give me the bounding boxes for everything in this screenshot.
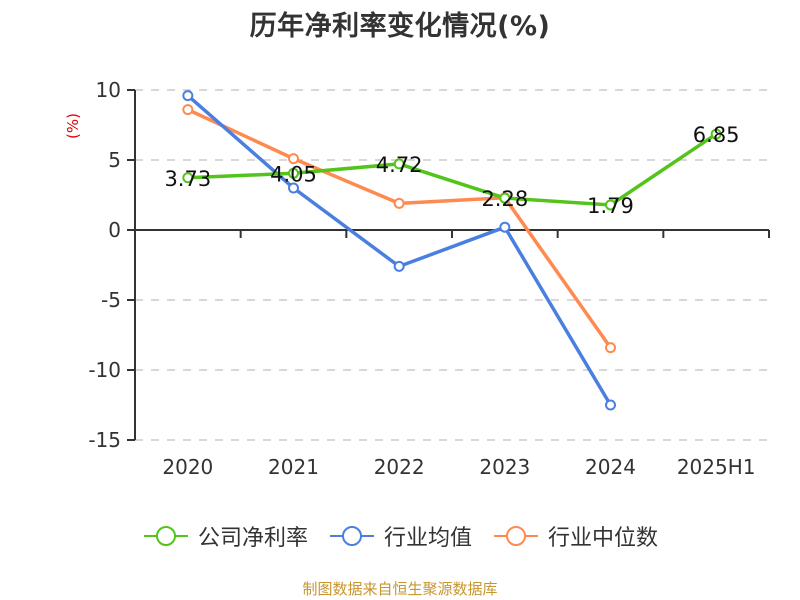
- data-point[interactable]: [182, 90, 194, 102]
- data-point[interactable]: [393, 158, 405, 170]
- data-label: 3.73: [164, 167, 211, 191]
- series-company-net-margin: [182, 128, 722, 211]
- data-point[interactable]: [499, 192, 511, 204]
- data-label: 2.28: [481, 187, 528, 211]
- data-point[interactable]: [605, 342, 616, 354]
- data-point[interactable]: [393, 260, 405, 272]
- legend-label: 行业均值: [383, 526, 472, 551]
- data-point[interactable]: [182, 104, 194, 116]
- x-tick-label: 2020: [162, 455, 213, 479]
- legend-marker-green-icon: [143, 526, 188, 546]
- y-axis-unit: (%): [64, 113, 82, 139]
- y-tick-label: -15: [88, 428, 121, 452]
- data-point[interactable]: [499, 221, 511, 233]
- data-point[interactable]: [605, 399, 616, 411]
- data-point[interactable]: [288, 153, 299, 165]
- data-point[interactable]: [182, 172, 194, 184]
- data-point[interactable]: [605, 199, 616, 211]
- y-tick-label: -5: [101, 288, 121, 312]
- x-tick-label: 2022: [374, 455, 425, 479]
- y-tick-label: 5: [108, 148, 121, 172]
- data-label: 4.05: [270, 162, 317, 186]
- legend-label: 公司净利率: [197, 526, 308, 551]
- data-point[interactable]: [393, 197, 405, 209]
- data-point[interactable]: [288, 182, 299, 194]
- legend-marker-orange-icon: [494, 526, 538, 546]
- legend-item-industry-mean[interactable]: 行业均值: [328, 520, 472, 552]
- chart-title: 历年净利率变化情况(%): [249, 11, 551, 42]
- legend-label: 行业中位数: [548, 526, 659, 551]
- x-tick-label: 2025H1: [677, 455, 756, 479]
- x-tick-label: 2023: [479, 455, 530, 479]
- chart-legend: 公司净利率 行业均值 行业中位数: [0, 520, 800, 552]
- x-tick-label: 2021: [268, 455, 319, 479]
- data-point[interactable]: [710, 128, 722, 140]
- series-industry-mean: [182, 90, 616, 411]
- x-tick-label: 2024: [585, 455, 636, 479]
- line-chart: 10 5 0 -5 -10 -15 (%) 2020 2021 2022 2023 2024 2025H…: [64, 78, 770, 479]
- legend-marker-blue-icon: [329, 526, 374, 546]
- y-tick-label: 10: [96, 78, 121, 102]
- legend-item-company[interactable]: 公司净利率: [142, 520, 308, 552]
- legend-item-industry-median[interactable]: 行业中位数: [492, 520, 658, 552]
- data-label: 6.85: [693, 123, 740, 147]
- data-label: 4.72: [376, 153, 423, 177]
- y-tick-label: 0: [108, 218, 121, 242]
- data-source-note: 制图数据来自恒生聚源数据库: [302, 580, 498, 598]
- y-tick-label: -10: [88, 358, 121, 382]
- series-industry-median: [182, 104, 616, 354]
- data-label: 1.79: [587, 194, 634, 218]
- data-point[interactable]: [288, 167, 299, 179]
